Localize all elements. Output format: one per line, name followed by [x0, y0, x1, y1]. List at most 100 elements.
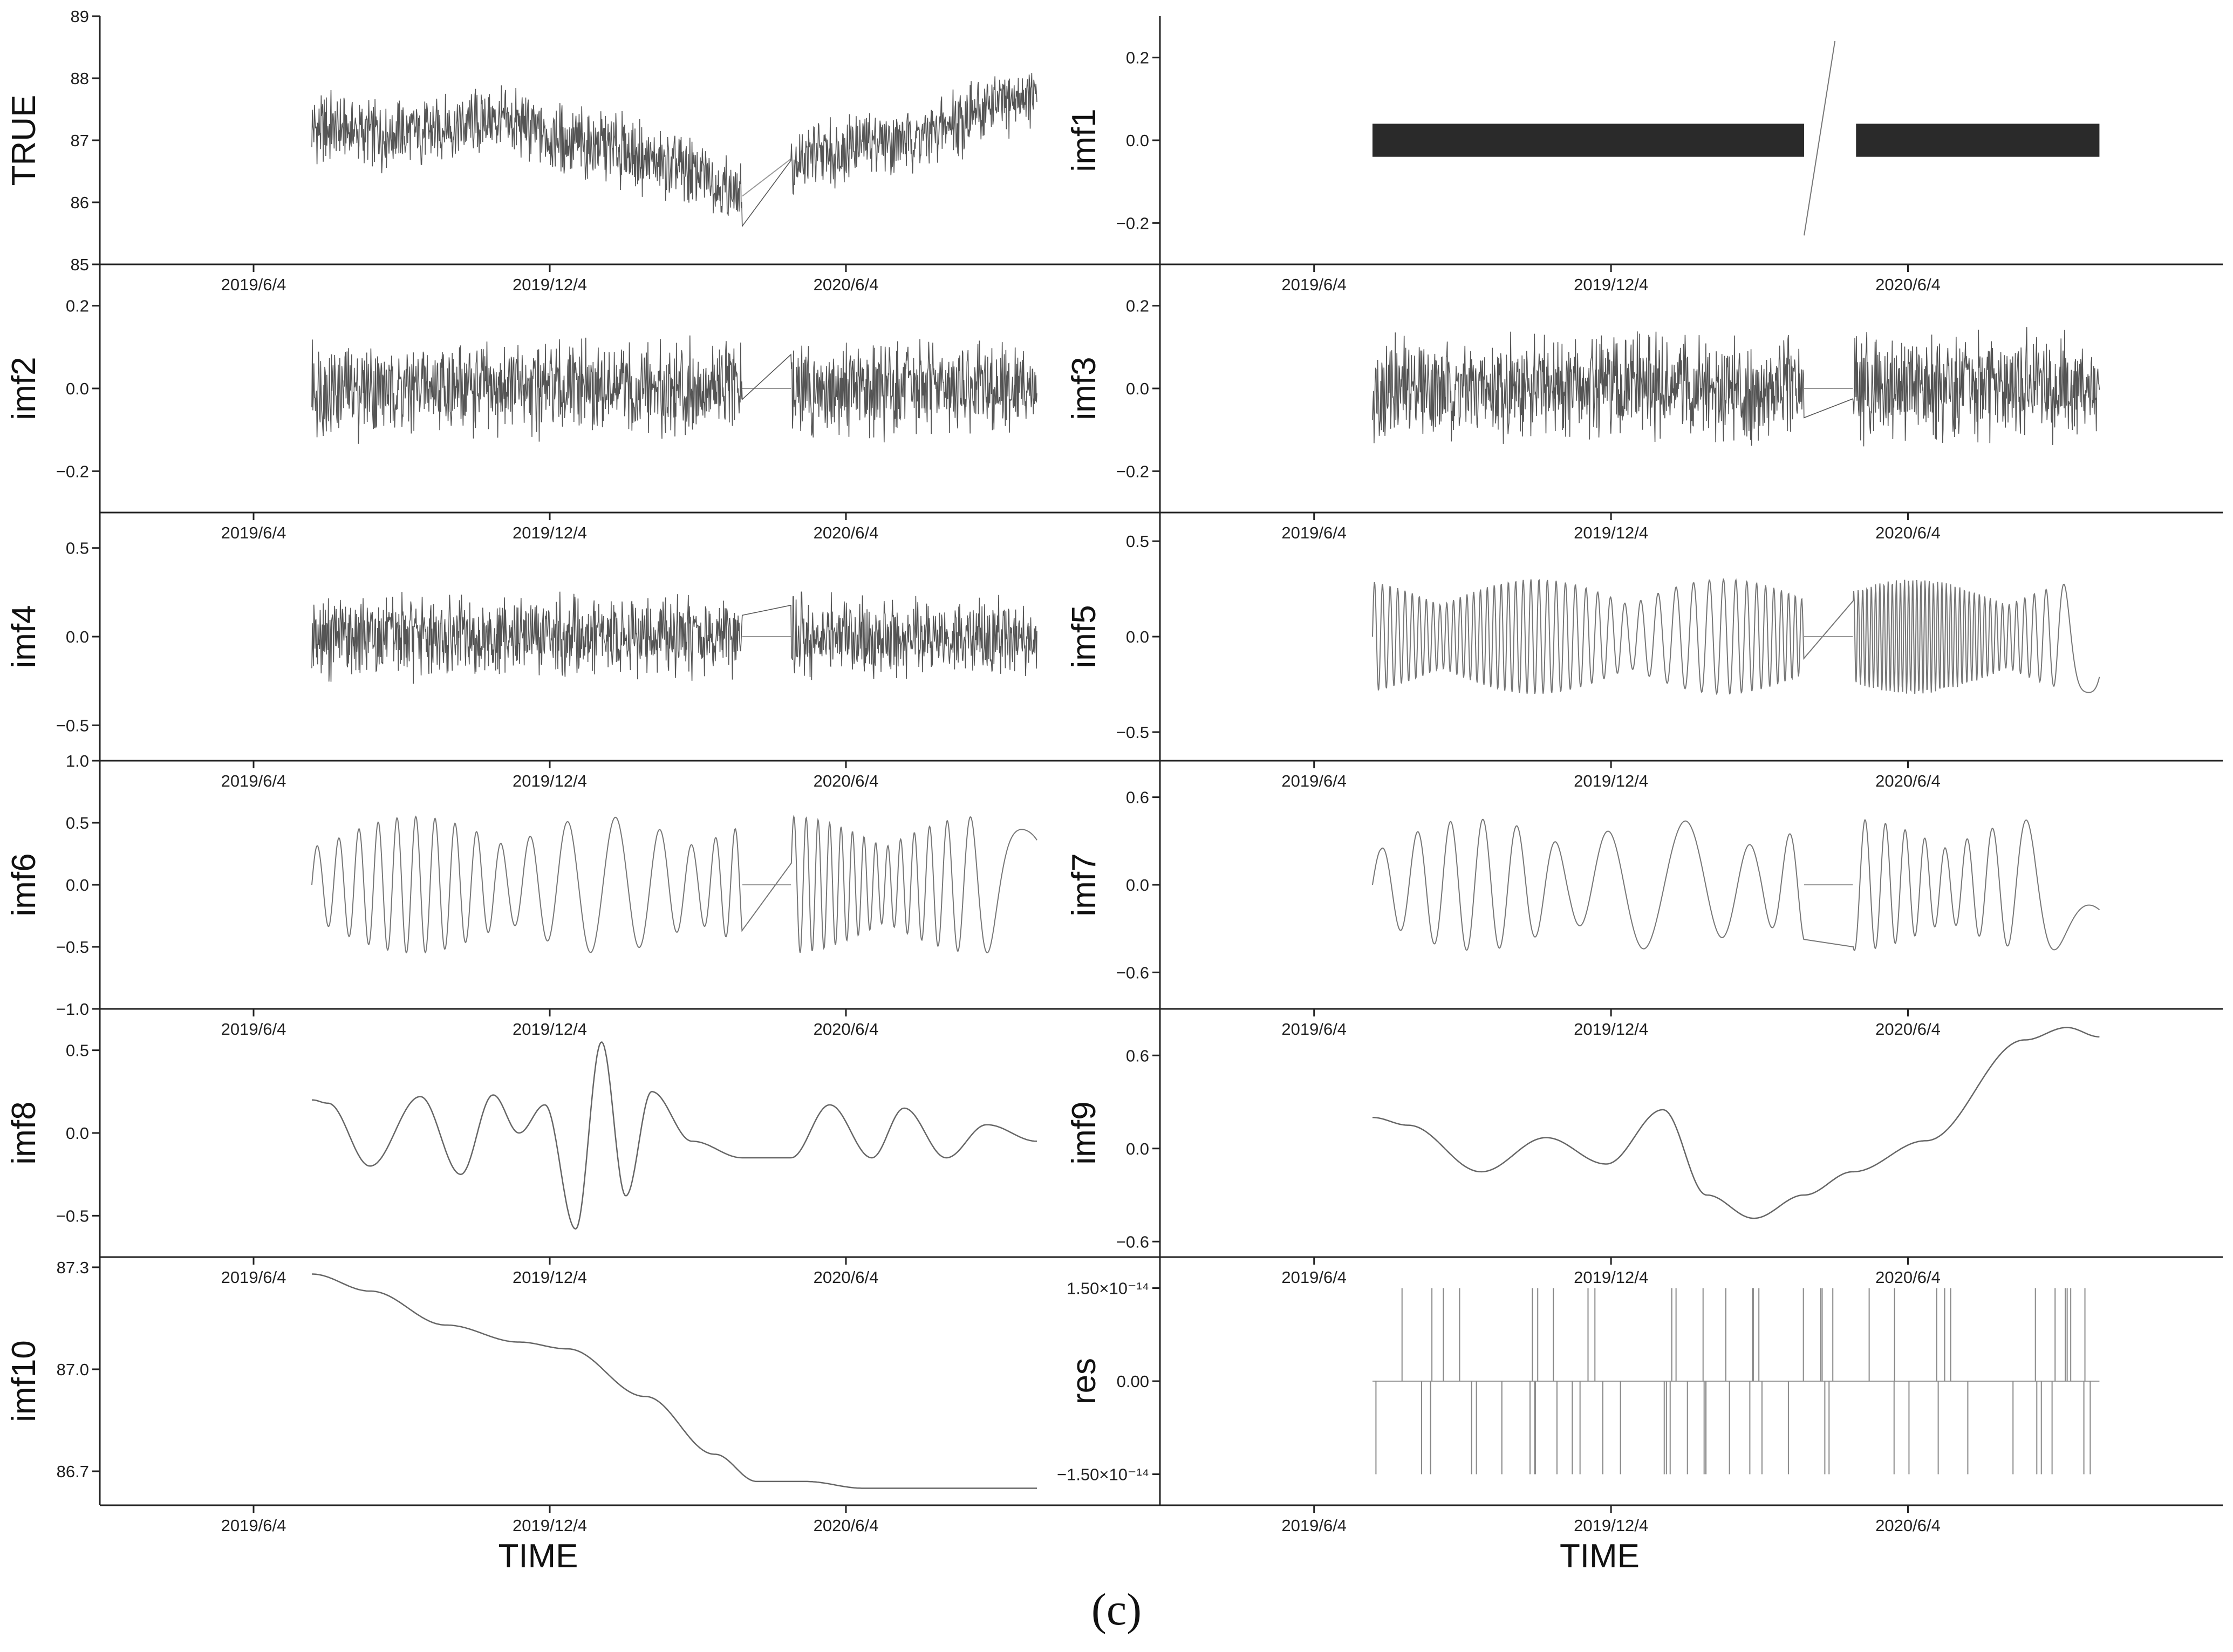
x-tick-label: 2019/6/4 — [1281, 523, 1347, 542]
x-tick-label: 2019/6/4 — [221, 523, 286, 542]
y-axis-title: res — [1066, 1358, 1103, 1404]
x-tick-label: 2020/6/4 — [814, 523, 879, 542]
x-tick-label: 2019/6/4 — [221, 1268, 286, 1287]
spike-line — [1804, 40, 1836, 236]
noise-band — [1856, 124, 2100, 157]
x-tick-label: 2019/6/4 — [1281, 275, 1347, 294]
y-axis-title: imf10 — [5, 1340, 43, 1422]
y-tick-label: −0.2 — [1116, 462, 1149, 481]
y-tick-label: 0.0 — [66, 1124, 89, 1143]
x-tick-label: 2019/6/4 — [1281, 1268, 1347, 1287]
y-tick-label: 89 — [71, 7, 89, 26]
y-tick-label: 1.0 — [66, 752, 89, 770]
y-tick-label: −0.6 — [1116, 963, 1149, 982]
x-tick-label: 2019/6/4 — [221, 1516, 286, 1535]
x-axis-title: TIME — [498, 1538, 578, 1575]
panel-TRUE: 85 86 87 88 89 2019/6/4 2019/12/4 2020/6/4 TRUE — [5, 7, 1160, 294]
x-tick-label: 2020/6/4 — [814, 1020, 879, 1039]
panel-imf2: −0.2 0.0 0.2 2019/6/4 2019/12/4 2020/6/4 imf2 — [5, 264, 1160, 542]
figure-caption: (c) — [1091, 1585, 1142, 1635]
series-line — [311, 335, 1037, 444]
x-tick-label: 2019/12/4 — [1574, 523, 1648, 542]
x-tick-label: 2020/6/4 — [1875, 1516, 1941, 1535]
y-tick-label: 0.0 — [1126, 131, 1149, 150]
x-tick-label: 2020/6/4 — [1875, 275, 1941, 294]
series-line — [1372, 1027, 2100, 1219]
x-tick-label: 2020/6/4 — [1875, 1268, 1941, 1287]
y-tick-label: 0.0 — [66, 627, 89, 646]
x-tick-label: 2020/6/4 — [814, 275, 879, 294]
y-tick-label: 0.6 — [1126, 1046, 1149, 1065]
plot-grid: 85 86 87 88 89 2019/6/4 2019/12/4 2020/6/4 TRUE −… — [5, 7, 2223, 1575]
x-tick-label: 2020/6/4 — [814, 772, 879, 790]
y-tick-label: 0.0 — [1126, 379, 1149, 398]
y-axis-title: imf9 — [1066, 1101, 1103, 1164]
x-tick-label: 2019/12/4 — [513, 1268, 587, 1287]
x-tick-label: 2019/6/4 — [1281, 1020, 1347, 1039]
y-tick-label: −1.50×10⁻¹⁴ — [1057, 1465, 1149, 1484]
x-tick-label: 2019/12/4 — [513, 1516, 587, 1535]
y-tick-label: 87 — [71, 131, 89, 150]
panel-imf8: −0.5 0.0 0.5 2019/6/4 2019/12/4 2020/6/4 imf8 — [5, 1009, 1160, 1287]
y-tick-label: −1.0 — [56, 1000, 89, 1019]
series-line — [312, 1273, 1037, 1489]
y-tick-label: 0.0 — [66, 379, 89, 398]
x-tick-label: 2020/6/4 — [814, 1516, 879, 1535]
y-tick-label: 0.5 — [66, 814, 89, 832]
y-tick-label: 0.2 — [66, 297, 89, 316]
y-tick-label: −0.2 — [1116, 214, 1149, 233]
y-tick-label: 0.0 — [66, 876, 89, 895]
y-tick-label: −0.5 — [56, 1206, 89, 1225]
y-tick-label: 0.00 — [1117, 1372, 1149, 1391]
y-tick-label: 87.3 — [57, 1258, 89, 1277]
x-tick-label: 2019/12/4 — [1574, 1516, 1648, 1535]
panel-imf9: −0.6 0.0 0.6 2019/6/4 2019/12/4 2020/6/4 imf9 — [1066, 1009, 2223, 1287]
panel-imf1: −0.2 0.0 0.2 2019/6/4 2019/12/4 2020/6/4 imf1 — [1066, 16, 2223, 294]
y-tick-label: 86 — [71, 193, 89, 212]
series-line — [1372, 818, 2100, 951]
y-tick-label: −0.2 — [56, 462, 89, 481]
y-tick-label: 85 — [71, 255, 89, 274]
y-axis-title: imf7 — [1066, 853, 1103, 916]
y-axis-title: imf5 — [1066, 605, 1103, 668]
panel-res: −1.50×10⁻¹⁴ 0.00 1.50×10⁻¹⁴ 2019/6/4 2019/12… — [1057, 1257, 2223, 1535]
series-line — [311, 72, 1037, 228]
y-axis-title: imf8 — [5, 1101, 43, 1164]
y-tick-label: 0.2 — [1126, 297, 1149, 316]
y-axis-title: imf4 — [5, 605, 43, 668]
y-tick-label: 0.5 — [1126, 532, 1149, 551]
y-axis-title: TRUE — [5, 95, 43, 186]
x-tick-label: 2019/12/4 — [513, 772, 587, 790]
y-tick-label: 0.5 — [66, 539, 89, 558]
panel-imf7: −0.6 0.0 0.6 2019/6/4 2019/12/4 2020/6/4 imf7 — [1066, 761, 2223, 1039]
y-tick-label: 0.0 — [1126, 876, 1149, 895]
y-tick-label: −0.6 — [1116, 1232, 1149, 1251]
y-tick-label: 0.0 — [1126, 627, 1149, 646]
panel-imf6: −1.0 −0.5 0.0 0.5 1.0 2019/6/4 2019/12/4 2020/6… — [5, 752, 1160, 1039]
x-tick-label: 2019/6/4 — [221, 1020, 286, 1039]
y-tick-label: 1.50×10⁻¹⁴ — [1067, 1279, 1149, 1298]
x-tick-label: 2020/6/4 — [814, 1268, 879, 1287]
x-tick-label: 2019/12/4 — [1574, 1268, 1648, 1287]
x-tick-label: 2019/12/4 — [1574, 772, 1648, 790]
panel-imf5: −0.5 0.0 0.5 2019/6/4 2019/12/4 2020/6/4 imf5 — [1066, 513, 2223, 790]
y-tick-label: 88 — [71, 69, 89, 88]
series-line — [1372, 327, 2100, 447]
y-tick-label: 86.7 — [57, 1462, 89, 1481]
x-tick-label: 2019/12/4 — [513, 1020, 587, 1039]
x-tick-label: 2019/12/4 — [1574, 1020, 1648, 1039]
y-tick-label: 0.5 — [66, 1041, 89, 1060]
x-axis-title: TIME — [1560, 1538, 1640, 1575]
x-tick-label: 2020/6/4 — [1875, 772, 1941, 790]
series-line — [311, 815, 1037, 954]
x-tick-label: 2019/12/4 — [513, 275, 587, 294]
y-tick-label: −0.5 — [1116, 723, 1149, 742]
gap-line — [742, 158, 791, 197]
x-tick-label: 2019/6/4 — [1281, 1516, 1347, 1535]
series-line — [311, 1041, 1037, 1230]
series-line — [311, 591, 1037, 684]
y-tick-label: −0.5 — [56, 716, 89, 735]
x-tick-label: 2019/6/4 — [221, 772, 286, 790]
panel-imf3: −0.2 0.0 0.2 2019/6/4 2019/12/4 2020/6/4 imf3 — [1066, 264, 2223, 542]
